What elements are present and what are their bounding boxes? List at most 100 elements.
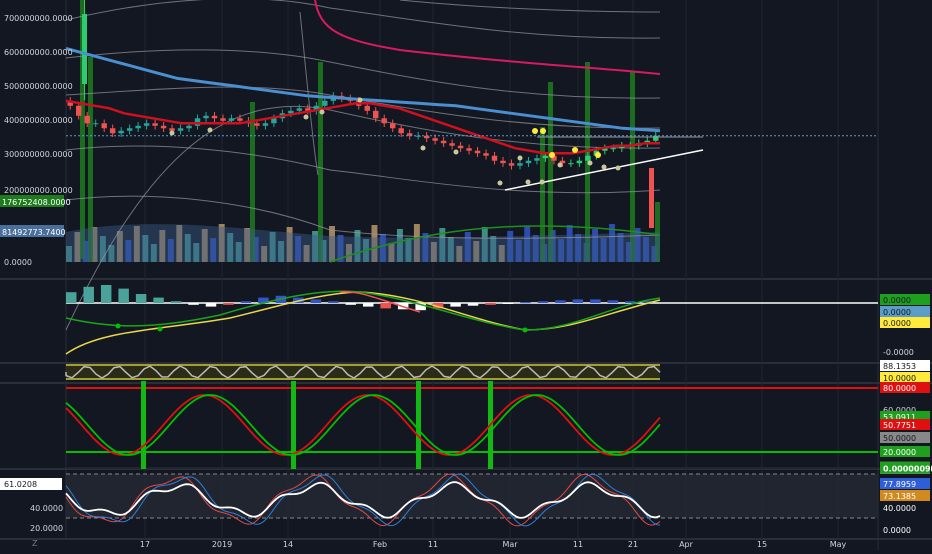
- volume-bar: [303, 245, 310, 262]
- volume-spike: [630, 72, 635, 262]
- band-line: [65, 0, 661, 39]
- signal-dot: [539, 179, 545, 185]
- volume-bar: [99, 236, 106, 262]
- volume-bar: [379, 234, 386, 262]
- macd-panel[interactable]: 0.0000 0.0000 0.0000 -0.0000: [65, 285, 930, 357]
- candle-body: [440, 140, 447, 144]
- signal-dot-yellow: [549, 152, 555, 158]
- macd-histogram-bar: [555, 300, 566, 303]
- signal-dot: [601, 164, 607, 170]
- candle-body: [381, 118, 387, 124]
- volume-bar: [142, 235, 149, 262]
- rsi-label: 0.0000: [883, 526, 911, 535]
- macd-histogram-bar: [240, 301, 252, 303]
- candle-body: [262, 123, 269, 126]
- stoch-label: 50.0000: [883, 434, 916, 443]
- time-tick-label: Apr: [679, 540, 694, 549]
- candle-body: [517, 163, 523, 166]
- axes: 0.000001820.000001730.000001700.00000160…: [0, 14, 932, 549]
- signal-dot: [357, 97, 363, 103]
- candle-body: [500, 160, 506, 164]
- stoch-label: 50.7751: [883, 421, 916, 430]
- time-tick-label: 21: [628, 540, 638, 549]
- rsi-badge: [880, 478, 930, 489]
- signal-dot: [303, 114, 309, 120]
- volume-bar: [91, 227, 98, 262]
- macd-cross-dot: [115, 323, 121, 329]
- candle-body: [602, 148, 608, 151]
- stoch-label: 53.0911: [883, 413, 916, 422]
- candle-body: [373, 110, 379, 119]
- candle-body: [169, 128, 175, 131]
- rsi-badge: [880, 490, 930, 501]
- volume-spike: [655, 202, 660, 262]
- macd-histogram-bar: [607, 300, 619, 303]
- signal-dot-yellow: [572, 147, 578, 153]
- stoch-line: [65, 394, 661, 456]
- volume-bar: [210, 238, 217, 262]
- signal-dot: [517, 155, 523, 161]
- band-line: [65, 195, 661, 239]
- volume-bar: [371, 225, 378, 262]
- candle-body: [160, 125, 167, 129]
- volume-bar: [524, 226, 531, 262]
- macd-cross-dot: [522, 327, 528, 333]
- candle-body: [568, 163, 574, 165]
- ma-blue-line: [65, 46, 661, 133]
- candle-body: [542, 155, 549, 159]
- volume-badge-label: 81492773.7400: [2, 228, 66, 237]
- candle-body: [576, 160, 583, 164]
- osc-label: 88.1353: [883, 362, 916, 371]
- candle-body: [457, 145, 464, 149]
- candle-body: [220, 118, 226, 121]
- macd-histogram-bar: [432, 303, 444, 309]
- macd-histogram-bar: [415, 303, 426, 311]
- candle-body: [619, 145, 625, 149]
- candle-body: [271, 118, 277, 124]
- macd-histogram-bar: [135, 294, 147, 303]
- volume-bar: [456, 246, 463, 262]
- stoch-signal-bar: [416, 381, 421, 469]
- candle-body: [423, 135, 430, 139]
- oscillator-panel[interactable]: 88.1353 10.0000: [65, 360, 930, 383]
- rsi-panel[interactable]: 77.8959 73.1385 40.0000 0.0000 61.0208 40.000…: [0, 473, 930, 535]
- candle-body: [491, 155, 498, 161]
- macd-histogram-bar: [170, 301, 182, 303]
- signal-dot-yellow: [595, 152, 601, 158]
- candle-body: [92, 123, 99, 125]
- macd-histogram-bar: [328, 301, 339, 303]
- volume-bar: [167, 239, 174, 262]
- volume-bar: [481, 227, 488, 262]
- volume-bar: [634, 228, 641, 262]
- macd-histogram-bar: [188, 303, 199, 305]
- band-lines: [65, 0, 661, 331]
- candle-body: [67, 100, 73, 106]
- signal-dot: [169, 130, 175, 136]
- volume-bar: [600, 238, 607, 262]
- volume-bar: [354, 230, 361, 262]
- time-tick-label: Mar: [502, 540, 518, 549]
- volume-bar: [396, 229, 403, 262]
- signal-dot-yellow: [540, 128, 546, 134]
- volume-bar: [422, 233, 429, 262]
- candle-body: [228, 118, 235, 121]
- candle-body: [313, 105, 320, 111]
- candle-body: [101, 123, 107, 129]
- stoch-badge: [880, 432, 930, 443]
- volume-bar: [575, 234, 582, 262]
- candle-body: [135, 125, 141, 129]
- volume-bar: [337, 235, 344, 262]
- rsi-label: 40.0000: [883, 504, 916, 513]
- macd-histogram-bar: [625, 301, 636, 303]
- candle-body: [389, 123, 396, 129]
- macd-histogram-bar: [100, 285, 112, 303]
- volume-bar: [609, 224, 616, 262]
- volume-spike: [80, 0, 85, 259]
- candle-body: [126, 128, 133, 131]
- volume-spike: [540, 127, 545, 262]
- stoch-line: [65, 394, 661, 456]
- ma-green-line: [329, 225, 661, 263]
- candle-body: [551, 155, 557, 161]
